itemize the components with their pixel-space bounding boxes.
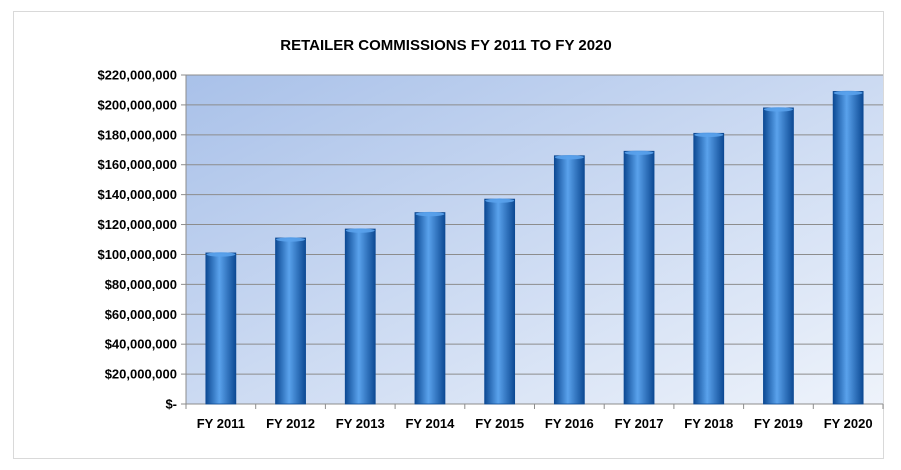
x-tick-label: FY 2013 (336, 416, 385, 431)
y-tick-label: $120,000,000 (97, 217, 177, 232)
x-tick-label: FY 2015 (475, 416, 524, 431)
x-tick-label: FY 2017 (615, 416, 664, 431)
bars (205, 90, 864, 405)
y-tick-label: $220,000,000 (97, 68, 177, 83)
y-tick-label: $80,000,000 (105, 277, 177, 292)
bar-cap (206, 252, 236, 257)
bar (832, 91, 864, 405)
y-tick-label: $60,000,000 (105, 307, 177, 322)
bar-cap (624, 150, 654, 155)
x-tick-label: FY 2016 (545, 416, 594, 431)
x-tick-label: FY 2018 (684, 416, 733, 431)
y-tick-label: $180,000,000 (97, 127, 177, 142)
bar-cap (485, 198, 515, 203)
bar-cap (415, 211, 445, 217)
bar (344, 228, 376, 405)
x-tick-labels: FY 2011 FY 2012 FY 2013 FY 2014 FY 2015 FY 20… (197, 416, 873, 431)
bar-fy-2019 (763, 107, 794, 405)
bar-cap (833, 90, 863, 96)
x-tick-label: FY 2019 (754, 416, 803, 431)
y-tick-label: $- (165, 397, 177, 412)
chart-title: RETAILER COMMISSIONS FY 2011 TO FY 2020 (280, 37, 612, 54)
bar (275, 237, 306, 405)
y-tick-label: $200,000,000 (97, 97, 177, 112)
bar-fy-2017 (623, 150, 655, 405)
bar (623, 150, 655, 405)
y-tick-labels: $- $20,000,000 $40,000,000 $60,000,000 $80,0… (97, 68, 177, 412)
bar (693, 132, 725, 405)
bar-fy-2018 (693, 132, 725, 405)
y-tick-label: $100,000,000 (97, 247, 177, 262)
bar-cap (694, 132, 724, 138)
bar-fy-2015 (484, 198, 516, 405)
bar-fy-2014 (414, 211, 446, 405)
bar-cap (276, 237, 306, 242)
bar (763, 107, 794, 405)
bar-cap (763, 107, 793, 112)
y-tick-label: $20,000,000 (105, 367, 177, 382)
bar (484, 198, 516, 405)
y-tick-label: $140,000,000 (97, 187, 177, 202)
bar-cap (554, 155, 584, 160)
bar (205, 252, 237, 405)
bar (553, 155, 585, 405)
bar-cap (345, 228, 375, 233)
x-tick-label: FY 2014 (405, 416, 455, 431)
bar-fy-2013 (344, 228, 376, 405)
x-tick-label: FY 2012 (266, 416, 315, 431)
bar-fy-2012 (275, 237, 306, 405)
y-tick-label: $40,000,000 (105, 337, 177, 352)
y-tick-label: $160,000,000 (97, 157, 177, 172)
bar-fy-2011 (205, 252, 237, 405)
x-tick-label: FY 2011 (197, 416, 245, 431)
bar-fy-2020 (832, 90, 864, 405)
bar (414, 212, 446, 405)
x-tick-label: FY 2020 (824, 416, 873, 431)
bar-fy-2016 (553, 155, 585, 405)
